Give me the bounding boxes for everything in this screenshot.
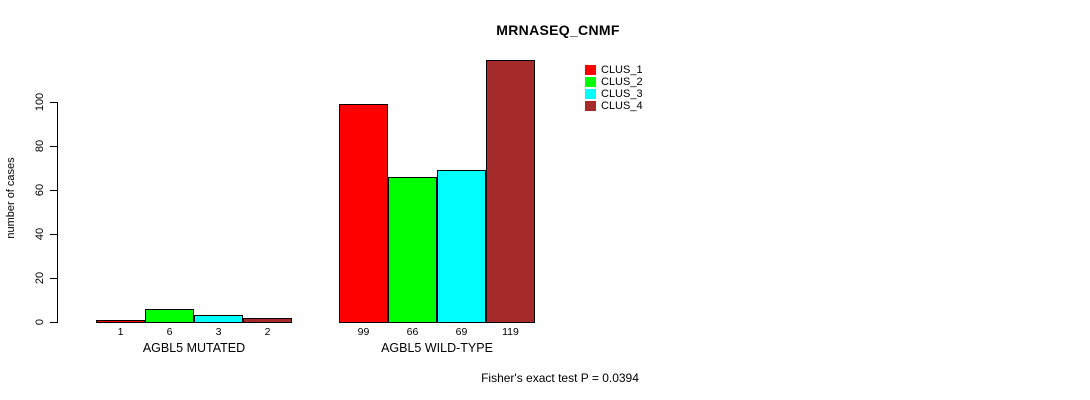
bar-value-label: 69 (455, 326, 468, 338)
bar-value-label: 99 (357, 326, 370, 338)
legend-row-clus_2: CLUS_2 (585, 76, 643, 88)
y-tick-label: 100 (34, 92, 46, 112)
y-tick-label: 80 (34, 139, 46, 153)
bar-clus_4 (486, 60, 535, 323)
legend-label: CLUS_1 (601, 64, 643, 76)
legend: CLUS_1 CLUS_2 CLUS_3 CLUS_4 (585, 64, 643, 112)
legend-swatch-icon (585, 65, 596, 75)
bar-clus_1 (339, 104, 388, 323)
chart-title: MRNASEQ_CNMF (496, 22, 620, 38)
legend-label: CLUS_4 (601, 100, 643, 112)
bar-value-label: 2 (264, 326, 271, 338)
bar-clus_3 (194, 315, 243, 323)
y-tick-mark (50, 322, 58, 323)
group-label: AGBL5 WILD-TYPE (381, 341, 493, 355)
bar-clus_4 (243, 317, 292, 323)
legend-row-clus_4: CLUS_4 (585, 100, 643, 112)
y-axis-line (57, 102, 58, 323)
legend-swatch-icon (585, 77, 596, 87)
legend-label: CLUS_3 (601, 88, 643, 100)
y-tick-label: 60 (34, 183, 46, 197)
bar-clus_2 (145, 308, 194, 323)
bar-value-label: 3 (215, 326, 222, 338)
legend-label: CLUS_2 (601, 76, 643, 88)
bar-clus_2 (388, 176, 437, 323)
y-tick-label: 20 (34, 271, 46, 285)
legend-row-clus_1: CLUS_1 (585, 64, 643, 76)
legend-swatch-icon (585, 101, 596, 111)
y-tick-mark (50, 146, 58, 147)
y-tick-label: 40 (34, 227, 46, 241)
y-tick-mark (50, 102, 58, 103)
y-tick-mark (50, 190, 58, 191)
legend-row-clus_3: CLUS_3 (585, 88, 643, 100)
legend-swatch-icon (585, 89, 596, 99)
y-tick-mark (50, 278, 58, 279)
bar-value-label: 66 (406, 326, 419, 338)
bar-clus_1 (96, 319, 145, 323)
bar-value-label: 1 (117, 326, 124, 338)
bar-value-label: 6 (166, 326, 173, 338)
y-tick-label: 0 (34, 318, 46, 326)
annotation-fisher-test: Fisher's exact test P = 0.0394 (481, 371, 639, 385)
group-label: AGBL5 MUTATED (142, 341, 246, 355)
bar-value-label: 119 (502, 326, 519, 338)
bar-clus_3 (437, 170, 486, 323)
y-tick-mark (50, 234, 58, 235)
y-axis-title: number of cases (5, 157, 17, 239)
